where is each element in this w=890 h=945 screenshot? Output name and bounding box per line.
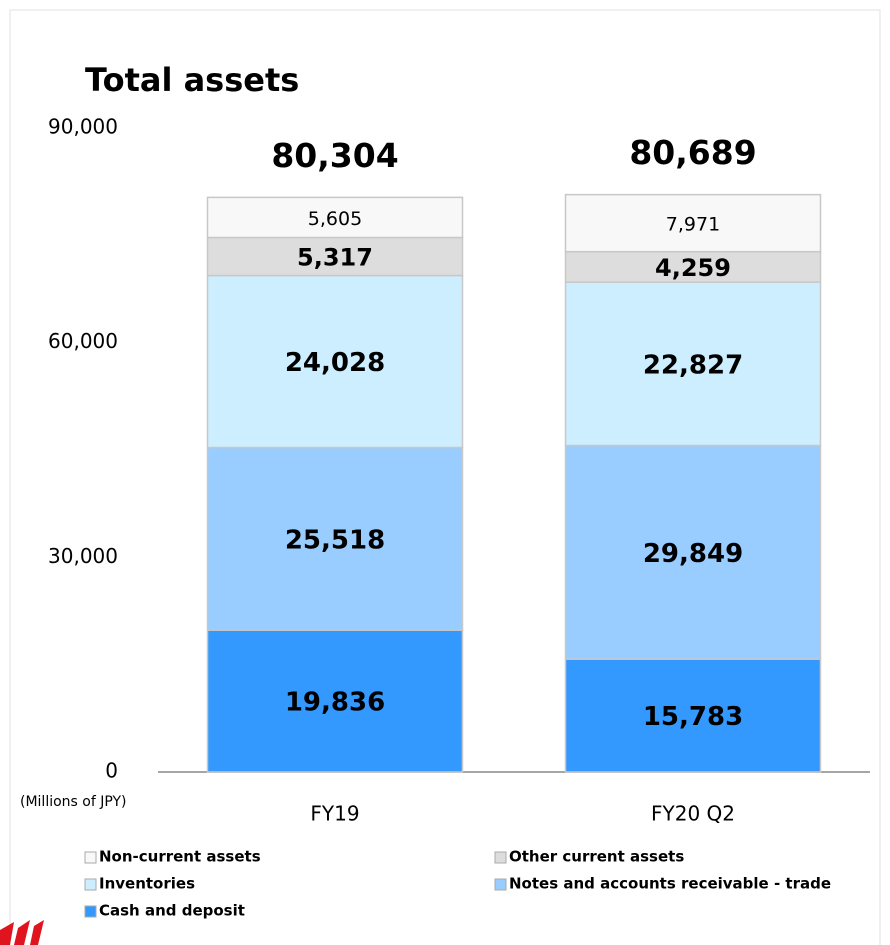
value-label: 15,783 [643, 702, 743, 732]
bar-segment [564, 658, 822, 773]
value-label: 19,836 [285, 688, 385, 718]
legend-swatch [494, 878, 507, 891]
value-label: 25,518 [285, 525, 385, 555]
legend-swatch [84, 878, 97, 891]
y-tick-label: 0 [105, 759, 118, 783]
legend-swatch [84, 905, 97, 918]
chart-title: Total assets [85, 61, 299, 99]
value-label: 24,028 [285, 348, 385, 378]
value-label: 7,971 [666, 214, 720, 236]
bar-segment [564, 193, 822, 253]
frame [9, 9, 881, 945]
legend-label: Other current assets [509, 848, 684, 866]
legend-swatch [494, 851, 507, 864]
value-label: 5,605 [308, 208, 362, 230]
legend-label: Notes and accounts receivable - trade [509, 875, 831, 893]
logo [0, 920, 44, 945]
bar-segment [564, 444, 822, 660]
total-label: 80,689 [629, 133, 756, 172]
total-label: 80,304 [271, 136, 398, 175]
legend-label: Cash and deposit [99, 902, 245, 920]
x-tick-label: FY20 Q2 [651, 802, 735, 826]
bar-segment [206, 196, 464, 239]
value-label: 5,317 [297, 244, 373, 272]
y-tick-label: 60,000 [48, 329, 118, 353]
value-label: 4,259 [655, 254, 731, 282]
bar-segment [564, 250, 822, 283]
bar-segment [564, 281, 822, 447]
y-tick-label: 30,000 [48, 544, 118, 568]
y-tick-label: 90,000 [48, 115, 118, 139]
value-label: 29,849 [643, 539, 743, 569]
value-label: 22,827 [643, 350, 743, 380]
x-tick-label: FY19 [310, 802, 359, 826]
bar-segment [206, 629, 464, 773]
unit-label: (Millions of JPY) [20, 794, 127, 810]
bar-segment [206, 274, 464, 449]
legend-swatch [84, 851, 97, 864]
legend-label: Non-current assets [99, 848, 261, 866]
legend-label: Inventories [99, 875, 195, 893]
bar-segment [206, 236, 464, 277]
